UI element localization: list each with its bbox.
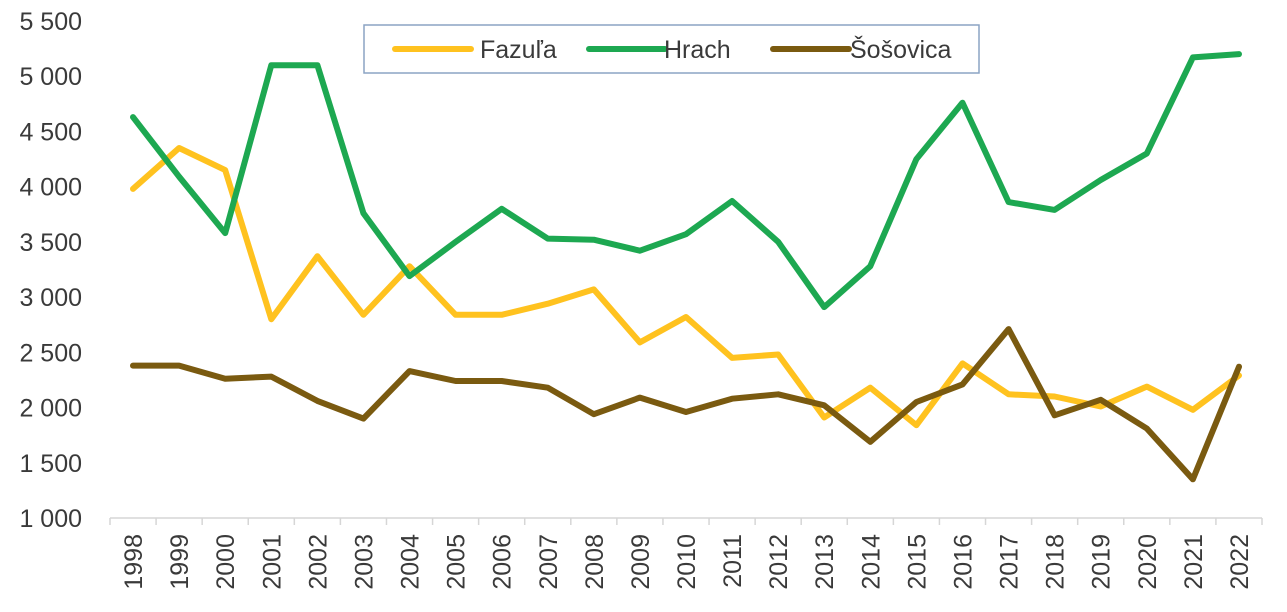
- x-tick-label: 2011: [719, 534, 747, 588]
- x-tick-label: 2003: [350, 534, 378, 590]
- x-axis-tick-labels: 1998 1999 2000 2001 2002 2003 2004 2005 2006 2007…: [120, 534, 1254, 590]
- y-tick-label: 3 000: [19, 284, 82, 312]
- y-tick-label: 4 500: [19, 118, 82, 146]
- series-line-hrach: [130, 51, 1242, 311]
- legend-label: Fazuľa: [480, 36, 557, 64]
- x-tick-label: 2014: [857, 534, 885, 590]
- y-tick-label: 3 500: [19, 229, 82, 257]
- x-tick-label: 2006: [489, 534, 517, 590]
- x-tick-label: 2001: [258, 534, 286, 590]
- x-tick-label: 2016: [949, 534, 977, 590]
- x-tick-label: 2017: [996, 534, 1024, 590]
- x-tick-label: 2018: [1042, 534, 1070, 590]
- x-tick-label: 2004: [397, 534, 425, 590]
- x-tick-label: 2015: [903, 534, 931, 590]
- x-tick-label: 2013: [811, 534, 839, 590]
- y-tick-label: 5 000: [19, 63, 82, 91]
- y-axis-tick-labels: 1 000 1 500 2 000 2 500 3 000 3 500 4 000 4 500…: [19, 8, 82, 533]
- series-line-fazuľa: [130, 145, 1242, 429]
- series-line-šošovica: [130, 326, 1242, 483]
- x-tick-label: 2008: [581, 534, 609, 590]
- x-tick-label: 2012: [765, 534, 793, 590]
- x-tick-label: 2000: [212, 534, 240, 590]
- y-tick-label: 1 000: [19, 505, 82, 533]
- x-tick-label: 2002: [304, 534, 332, 590]
- x-tick-label: 1998: [120, 534, 148, 590]
- x-tick-label: 2010: [673, 534, 701, 590]
- legend-label: Hrach: [664, 36, 731, 64]
- y-tick-label: 2 500: [19, 339, 82, 367]
- x-tick-label: 2022: [1226, 534, 1254, 590]
- y-tick-label: 1 500: [19, 450, 82, 478]
- series-lines: [130, 51, 1242, 483]
- x-tick-label: 2021: [1180, 534, 1208, 590]
- x-tick-label: 2005: [443, 534, 471, 590]
- y-tick-label: 2 000: [19, 395, 82, 423]
- legend-label: Šošovica: [850, 35, 952, 64]
- x-tick-label: 2009: [627, 534, 655, 590]
- y-tick-label: 5 500: [19, 8, 82, 36]
- x-tick-label: 2019: [1088, 534, 1116, 590]
- x-tick-label: 2020: [1134, 534, 1162, 590]
- x-tick-label: 2007: [535, 534, 563, 590]
- x-tick-label: 1999: [166, 534, 194, 590]
- legend: Fazuľa Hrach Šošovica: [363, 24, 980, 74]
- y-tick-label: 4 000: [19, 174, 82, 202]
- x-axis: [109, 517, 1263, 525]
